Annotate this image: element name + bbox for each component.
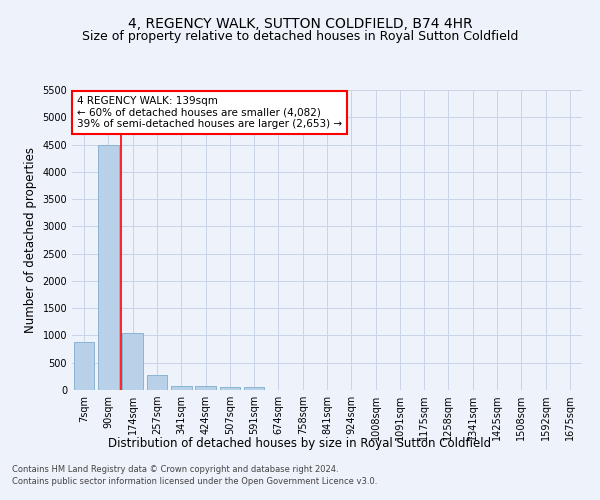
Text: Contains HM Land Registry data © Crown copyright and database right 2024.: Contains HM Land Registry data © Crown c… — [12, 466, 338, 474]
Bar — [122, 332, 143, 390]
Bar — [74, 342, 94, 390]
Bar — [195, 386, 216, 390]
Text: Distribution of detached houses by size in Royal Sutton Coldfield: Distribution of detached houses by size … — [109, 438, 491, 450]
Bar — [171, 386, 191, 390]
Text: Size of property relative to detached houses in Royal Sutton Coldfield: Size of property relative to detached ho… — [82, 30, 518, 43]
Bar — [98, 144, 119, 390]
Bar — [244, 388, 265, 390]
Y-axis label: Number of detached properties: Number of detached properties — [24, 147, 37, 333]
Text: 4, REGENCY WALK, SUTTON COLDFIELD, B74 4HR: 4, REGENCY WALK, SUTTON COLDFIELD, B74 4… — [128, 18, 472, 32]
Text: Contains public sector information licensed under the Open Government Licence v3: Contains public sector information licen… — [12, 477, 377, 486]
Bar — [220, 387, 240, 390]
Bar — [146, 374, 167, 390]
Text: 4 REGENCY WALK: 139sqm
← 60% of detached houses are smaller (4,082)
39% of semi-: 4 REGENCY WALK: 139sqm ← 60% of detached… — [77, 96, 342, 129]
